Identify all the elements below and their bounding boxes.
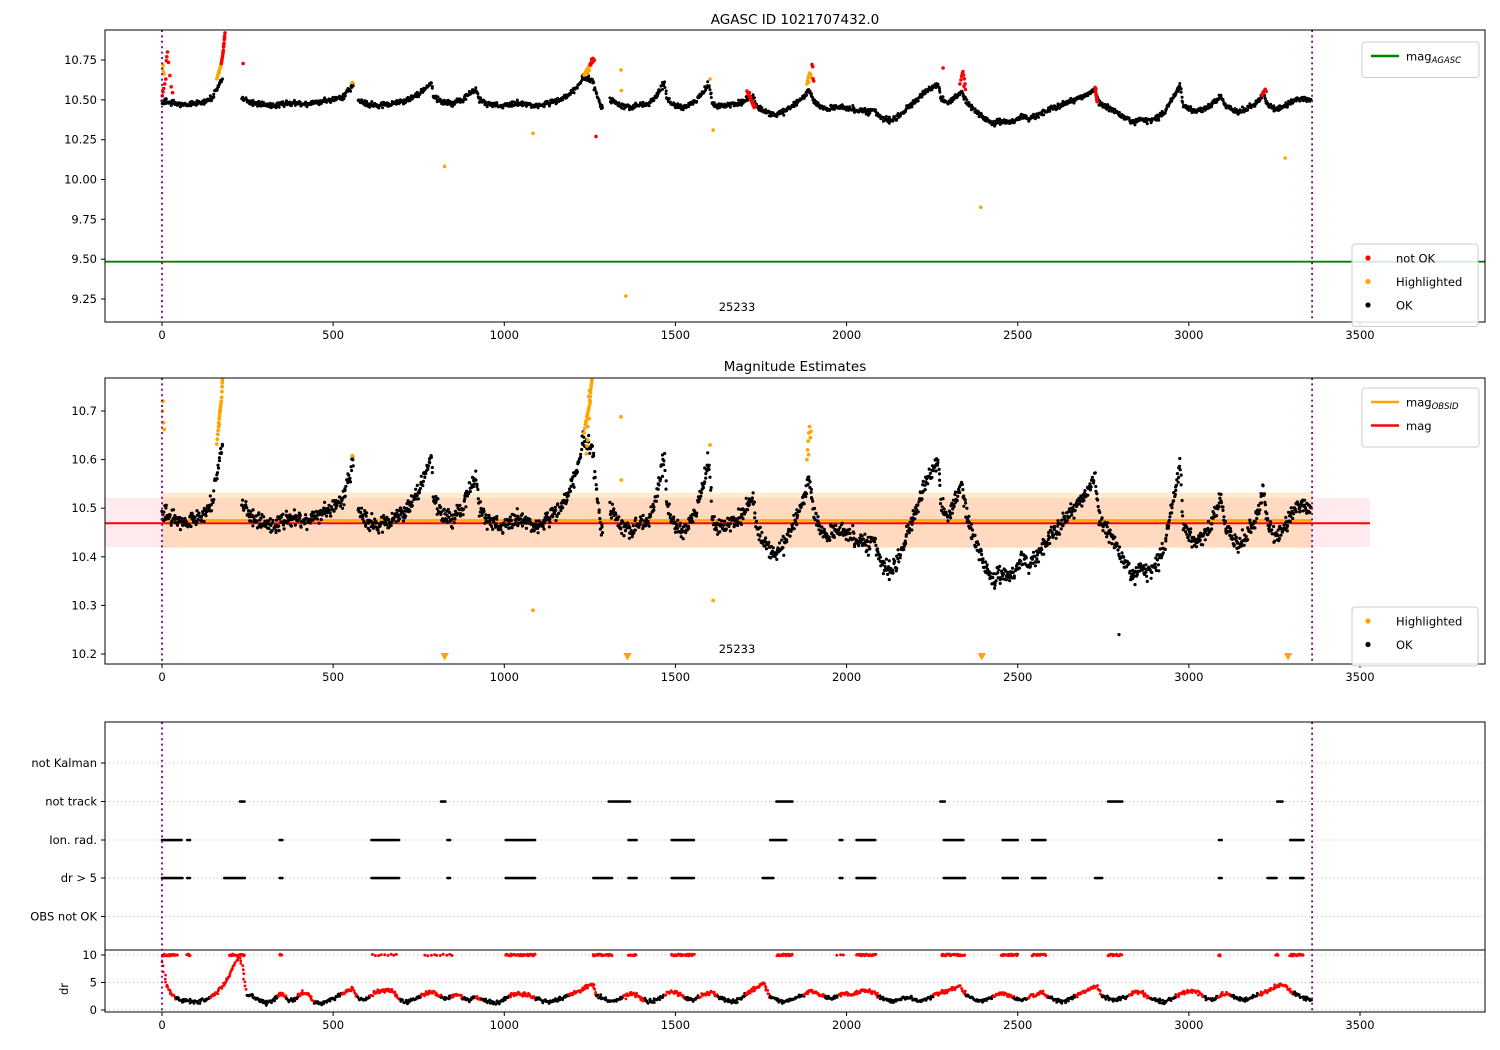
x-tick-label: 0 [158, 1018, 165, 1032]
legend-mag-lines [1361, 387, 1480, 448]
flag-category-label: not track [45, 795, 97, 809]
obsid-annotation-middle: 25233 [718, 642, 756, 656]
top-plot-area [105, 30, 1485, 322]
flags-plot-area [105, 722, 1485, 1012]
x-tick-label: 1000 [490, 1018, 519, 1032]
legend-point-types-middle [1351, 606, 1479, 667]
dr-tick-label: 0 [90, 1003, 97, 1017]
dr-axis-label: dr [57, 983, 71, 995]
off-scale-low-triangle-marker [977, 653, 986, 661]
y-tick-label: 9.50 [71, 252, 97, 266]
legend-item-label: Highlighted [1396, 275, 1462, 289]
x-tick-label: 2500 [1003, 670, 1032, 684]
middle-plot-title: Magnitude Estimates [723, 359, 867, 375]
flag-category-label: dr > 5 [61, 871, 97, 885]
legend-item-label: OK [1396, 299, 1413, 313]
dr-tick-label: 10 [82, 948, 97, 962]
x-tick-label: 3000 [1174, 328, 1203, 342]
x-tick-label: 1500 [661, 670, 690, 684]
axes-spine [104, 377, 1486, 665]
axes-spine [104, 721, 1486, 1013]
x-tick-label: 3500 [1345, 328, 1374, 342]
x-tick-label: 500 [322, 328, 344, 342]
y-tick-label: 10.4 [71, 550, 97, 564]
y-tick-label: 10.6 [71, 453, 97, 467]
legend-point-types-top [1351, 243, 1479, 327]
y-tick-label: 9.25 [71, 292, 97, 306]
x-tick-label: 2000 [832, 1018, 861, 1032]
off-scale-low-triangle-marker [623, 653, 632, 661]
x-tick-label: 3500 [1345, 670, 1374, 684]
x-tick-label: 2000 [832, 328, 861, 342]
x-tick-label: 3500 [1345, 1018, 1374, 1032]
x-tick-label: 1500 [661, 328, 690, 342]
x-tick-label: 500 [322, 670, 344, 684]
y-tick-label: 10.50 [64, 93, 97, 107]
top-plot-title: AGASC ID 1021707432.0 [710, 12, 880, 28]
legend-dot-sample [1365, 618, 1371, 624]
y-tick-label: 10.5 [71, 501, 97, 515]
legend-dot-sample [1365, 278, 1371, 285]
legend-item-label: not OK [1396, 252, 1436, 266]
legend-item-label: mag [1406, 419, 1432, 433]
axes-spine [104, 29, 1486, 323]
x-tick-label: 2500 [1003, 1018, 1032, 1032]
x-tick-label: 3000 [1174, 1018, 1203, 1032]
dr-tick-label: 5 [90, 976, 97, 990]
x-tick-label: 1000 [490, 328, 519, 342]
x-tick-label: 500 [322, 1018, 344, 1032]
y-tick-label: 10.00 [64, 172, 97, 186]
legend-item-label: magOBSID [1406, 396, 1459, 413]
x-tick-label: 1500 [661, 1018, 690, 1032]
x-tick-label: 2500 [1003, 328, 1032, 342]
off-scale-low-triangle-marker [1283, 653, 1293, 661]
x-tick-label: 0 [158, 328, 165, 342]
y-tick-label: 10.3 [71, 598, 97, 612]
middle-plot-area [105, 378, 1370, 664]
legend-dot-sample [1365, 302, 1371, 308]
x-tick-label: 0 [158, 670, 165, 684]
flag-category-label: Ion. rad. [49, 833, 97, 847]
legend-dot-sample [1365, 255, 1371, 261]
off-scale-low-triangle-marker [440, 653, 449, 661]
y-tick-label: 10.25 [64, 133, 97, 147]
y-tick-label: 10.7 [71, 404, 97, 418]
legend-item-label: OK [1396, 638, 1413, 652]
x-tick-label: 2000 [832, 670, 861, 684]
y-tick-label: 10.2 [71, 647, 97, 661]
obsid-annotation-top: 25233 [718, 300, 756, 314]
legend-mag-agasc [1361, 41, 1480, 78]
x-tick-label: 1000 [490, 670, 519, 684]
legend-item-label: magAGASC [1406, 50, 1461, 67]
legend-item-label: Highlighted [1396, 615, 1462, 629]
x-tick-label: 3000 [1174, 670, 1203, 684]
flag-category-label: OBS not OK [30, 910, 97, 924]
legend-dot-sample [1365, 641, 1371, 648]
flag-category-label: not Kalman [31, 756, 97, 770]
y-tick-label: 10.75 [64, 53, 97, 67]
y-tick-label: 9.75 [71, 212, 97, 226]
